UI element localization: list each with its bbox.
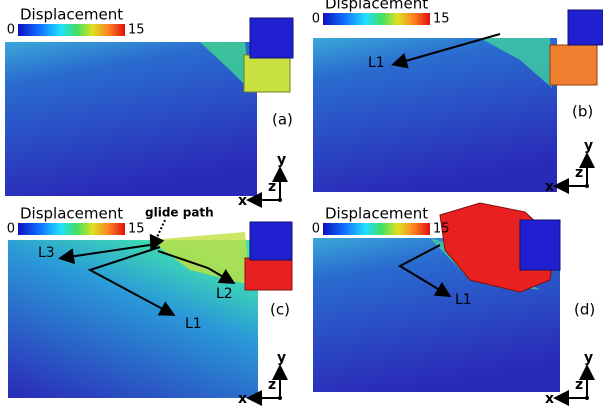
tool [250,222,292,260]
panel-label: (c) [270,301,290,319]
axis-label: z [268,179,276,195]
colorbar [18,223,125,235]
colorbar-title: Displacement [20,6,123,24]
axis-origin [585,396,589,400]
panel-label: (d) [574,301,595,319]
annotation: L2 [216,286,233,302]
colorbar-min: 0 [312,222,320,237]
colorbar [18,24,125,36]
panel-b: L1 (b) [313,10,603,192]
figure: (a) L1 (b) glide path L3 L1 L2 (c) L1 (d… [0,0,603,409]
axis-label: x [238,391,247,407]
annotation: glide path [145,206,214,220]
colorbar [323,13,430,25]
tool-chip [245,258,292,290]
axis-label: z [575,377,583,393]
colorbar-title: Displacement [20,205,123,223]
colorbar-max: 15 [128,23,145,38]
workpiece [5,42,257,196]
tool-chip [550,45,597,85]
tool [250,18,293,58]
annotation: L1 [185,316,202,332]
workpiece [313,38,557,192]
colorbar-min: 0 [7,222,15,237]
axis-origin [278,198,282,202]
annotation: L1 [368,55,385,71]
panel-label: (b) [572,103,593,121]
colorbar-max: 15 [433,12,450,27]
colorbar-title: Displacement [325,205,428,223]
colorbar-max: 15 [128,222,145,237]
tool [520,220,560,270]
axis-label: y [277,152,286,168]
axis-label: z [575,165,583,181]
axis-label: z [268,377,276,393]
axis-origin [585,184,589,188]
colorbar-max: 15 [433,222,450,237]
tool [568,10,603,45]
colorbar-min: 0 [312,12,320,27]
colorbar-title: Displacement [325,0,428,13]
axis-label: x [238,193,247,209]
annotation: L1 [455,292,472,308]
axis-label: y [584,350,593,366]
axis-label: x [545,391,554,407]
colorbar-min: 0 [7,23,15,38]
axis-label: y [584,138,593,154]
colorbar [323,223,430,235]
tool-chip [244,55,290,92]
panel-a: (a) [5,18,293,196]
axis-label: x [545,179,554,195]
axis-label: y [277,350,286,366]
axis-origin [278,396,282,400]
panel-label: (a) [272,111,293,129]
annotation: L3 [38,245,55,261]
